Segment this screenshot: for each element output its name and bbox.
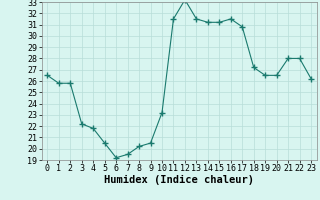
X-axis label: Humidex (Indice chaleur): Humidex (Indice chaleur) — [104, 175, 254, 185]
